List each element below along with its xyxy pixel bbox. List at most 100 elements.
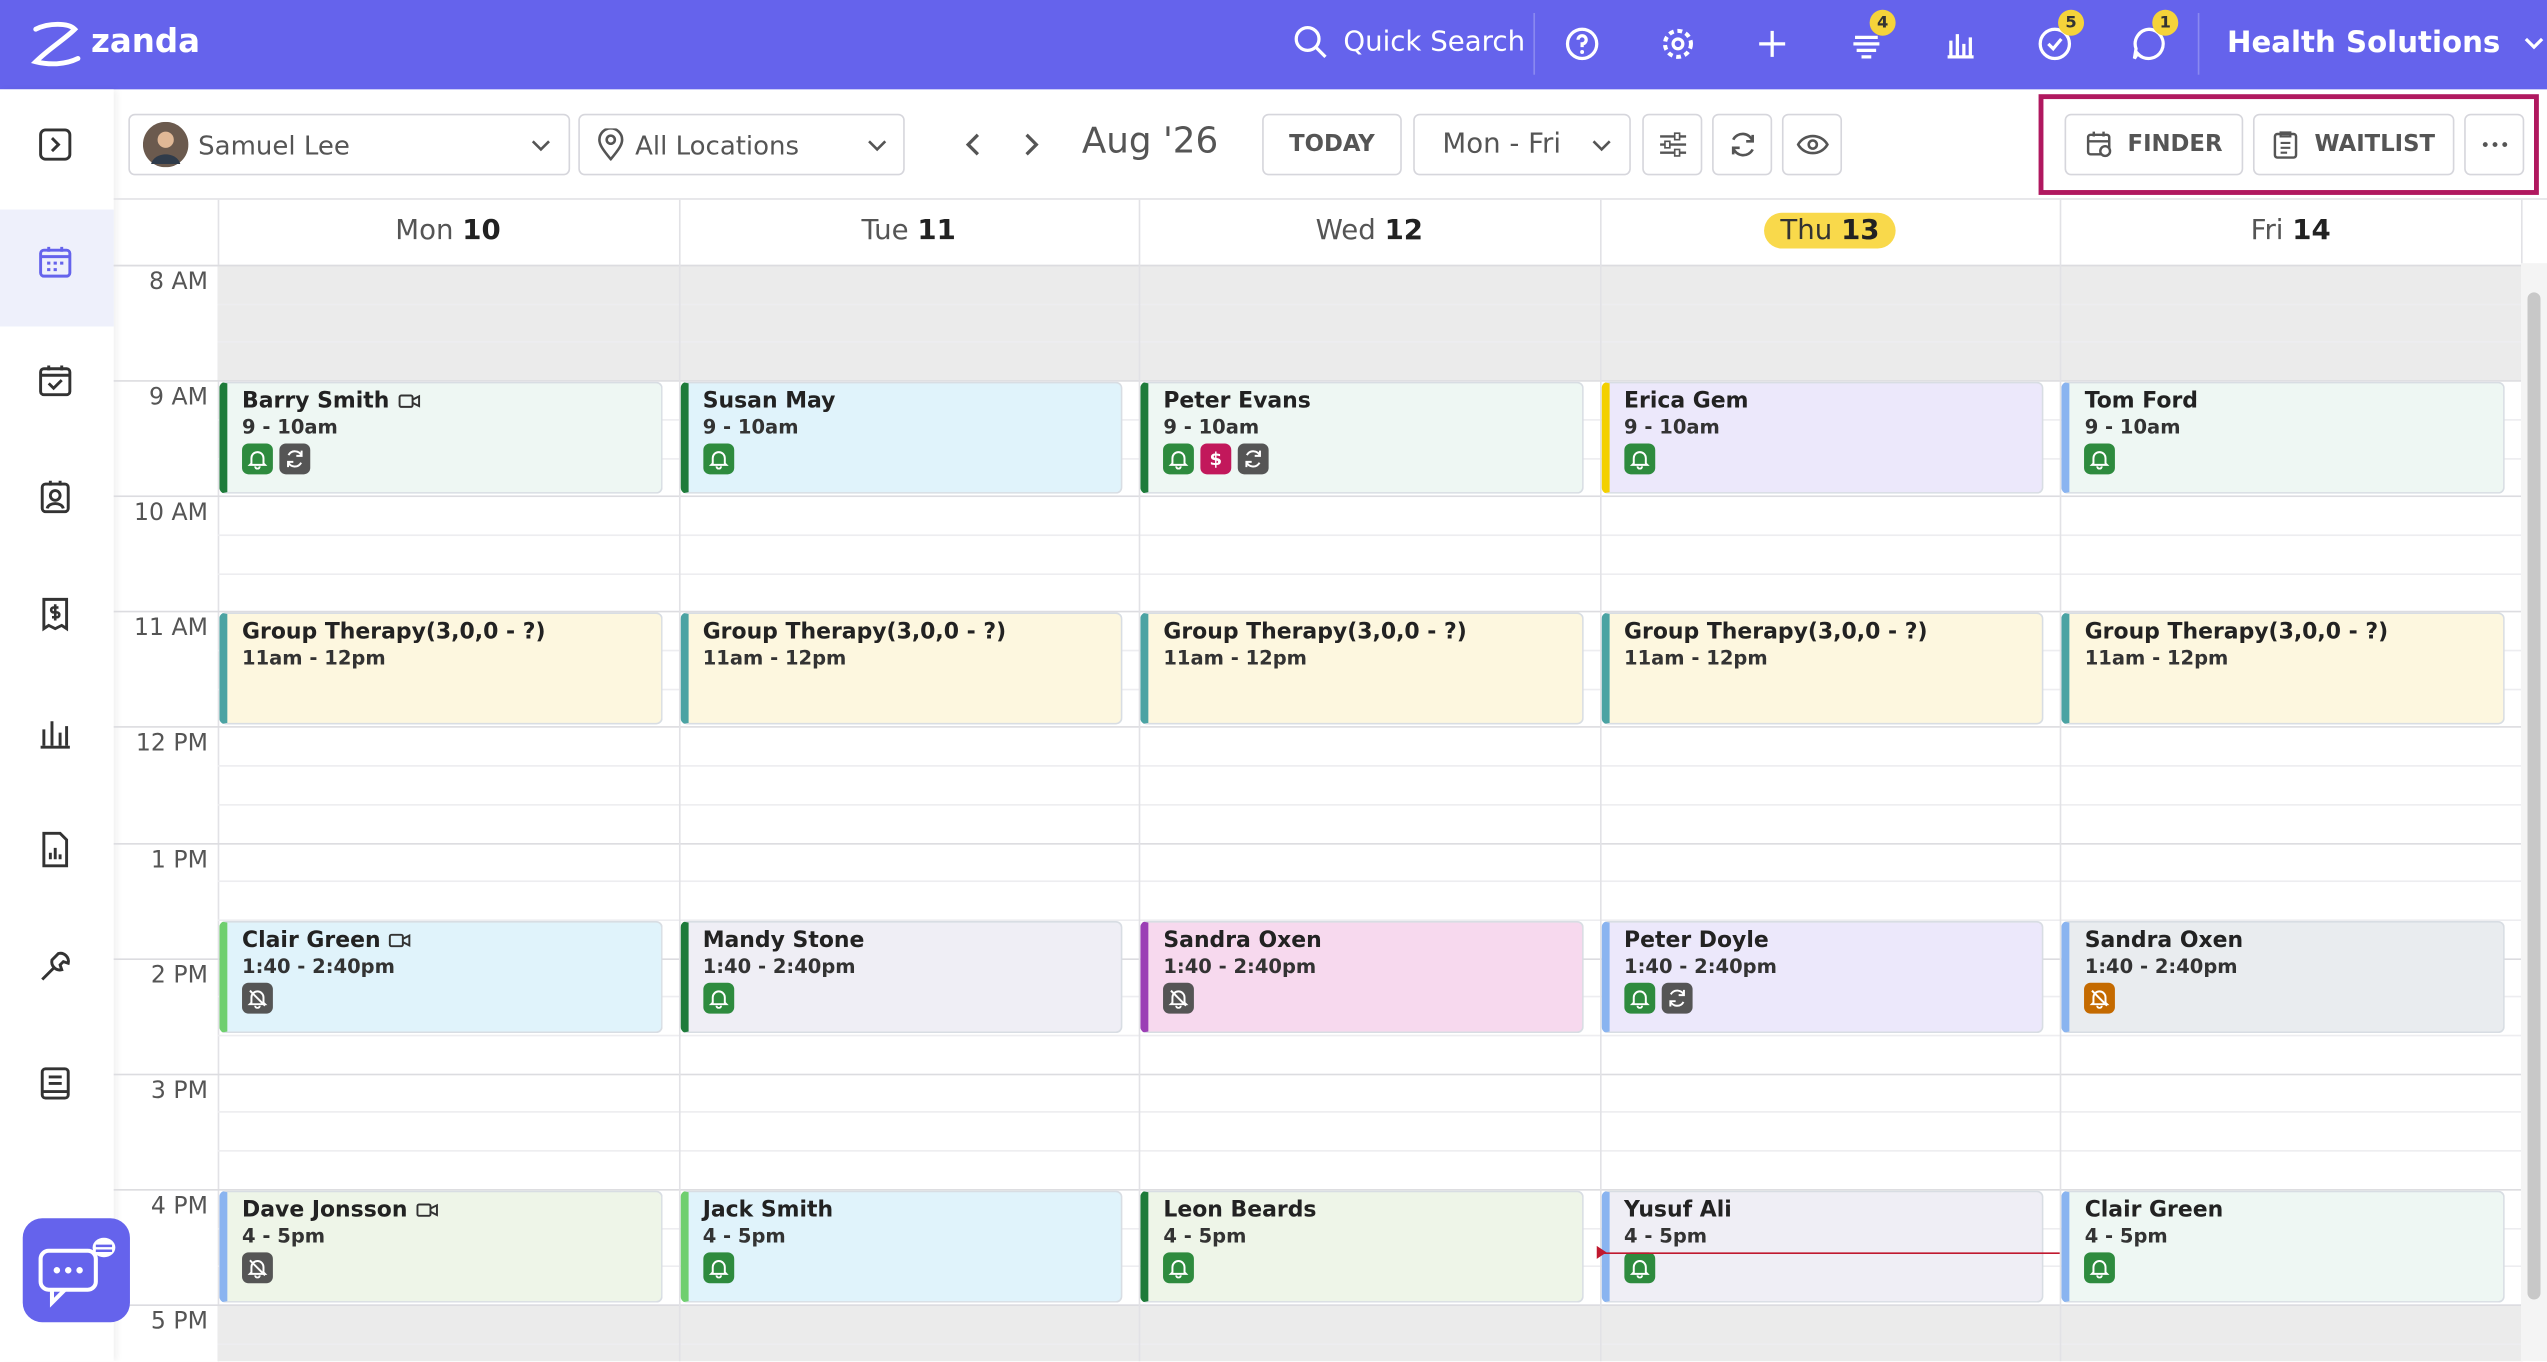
patient-name: Susan May (702, 388, 836, 415)
waitlist-button[interactable]: WAITLIST (2252, 113, 2455, 176)
now-line (1599, 1252, 2061, 1255)
search-label: Quick Search (1343, 25, 1526, 59)
nav-item[interactable] (36, 360, 75, 399)
appointment-name: Susan May (703, 388, 1121, 414)
hour-label: 2 PM (150, 962, 208, 989)
hour-line (113, 1188, 2522, 1191)
hour-line (113, 495, 2522, 498)
appointment[interactable]: Clair Green 4 - 5pm (2061, 1190, 2505, 1303)
date: 14 (2292, 214, 2331, 247)
appointment[interactable]: Peter Evans 9 - 10am $ (1140, 381, 1584, 495)
day-header: Wed 12 (1139, 213, 1600, 249)
appointment[interactable]: Group Therapy(3,0,0 - ?) 11am - 12pm (2061, 612, 2505, 726)
nav-item[interactable] (36, 477, 75, 516)
finder-button[interactable]: FINDER (2064, 113, 2244, 176)
status-icons: $ (1163, 443, 1581, 475)
nav-item[interactable] (36, 243, 75, 282)
appointment[interactable]: Mandy Stone 1:40 - 2:40pm (679, 920, 1123, 1034)
slot-line (217, 572, 2522, 575)
account-menu[interactable]: Health Solutions (2227, 26, 2546, 60)
appointment[interactable]: Barry Smith 9 - 10am (219, 381, 663, 495)
top-icon[interactable] (2131, 26, 2167, 62)
appointment[interactable]: Clair Green 1:40 - 2:40pm (219, 920, 663, 1034)
appointment[interactable]: Yusuf Ali 4 - 5pm (1601, 1190, 2045, 1303)
top-icon[interactable] (1849, 26, 1885, 62)
appointment-name: Jack Smith (703, 1197, 1121, 1223)
nav-item[interactable] (36, 125, 75, 164)
off-hours (217, 264, 2522, 381)
appointment[interactable]: Sandra Oxen 1:40 - 2:40pm (1140, 920, 1584, 1034)
status-icons (702, 1252, 1121, 1283)
appointment-name: Group Therapy(3,0,0 - ?) (703, 619, 1121, 645)
refresh-button[interactable] (1712, 113, 1773, 176)
appointment[interactable]: Erica Gem 9 - 10am (1601, 381, 2045, 495)
practitioner: Samuel Lee (198, 129, 350, 160)
hour-line (113, 1304, 2522, 1306)
hour-line (113, 726, 2522, 729)
appointment[interactable]: Group Therapy(3,0,0 - ?) 11am - 12pm (679, 612, 1123, 726)
nav-item[interactable] (36, 947, 75, 986)
appointment[interactable]: Group Therapy(3,0,0 - ?) 11am - 12pm (1140, 612, 1584, 726)
slot-line (217, 1342, 2522, 1345)
appointment[interactable]: Jack Smith 4 - 5pm (679, 1190, 1123, 1303)
next-button[interactable] (1017, 130, 1043, 159)
appointment-time: 9 - 10am (702, 415, 799, 439)
range: Mon - Fri (1442, 128, 1562, 161)
appointment[interactable]: Tom Ford 9 - 10am (2061, 381, 2505, 495)
appointment-name: Yusuf Ali (1624, 1197, 2042, 1223)
appointment-time: 1:40 - 2:40pm (1163, 954, 1317, 978)
appointment-name: Sandra Oxen (1163, 927, 1581, 953)
highlight-box (2038, 94, 2539, 195)
appointment[interactable]: Sandra Oxen 1:40 - 2:40pm (2061, 920, 2505, 1034)
appointment-time: 4 - 5pm (1624, 1224, 1708, 1248)
weekday: Thu (1780, 214, 1833, 247)
appointment[interactable]: Leon Beards 4 - 5pm (1140, 1190, 1584, 1303)
prev-button[interactable] (962, 130, 988, 159)
status-icon (1661, 982, 1693, 1014)
hour-line (113, 264, 2522, 267)
more-button[interactable] (2464, 113, 2525, 176)
filter-button[interactable] (1642, 113, 1703, 176)
practitioner-select[interactable]: Samuel Lee (128, 113, 571, 176)
patient-name: Clair Green (2084, 1196, 2224, 1223)
appointment[interactable]: Group Therapy(3,0,0 - ?) 11am - 12pm (1601, 612, 2045, 726)
appointment-time: 4 - 5pm (1163, 1224, 1247, 1248)
location-select[interactable]: All Locations (578, 113, 905, 176)
slot-line (217, 1034, 2522, 1037)
top-icon[interactable] (1564, 26, 1600, 62)
nav-item[interactable] (36, 1065, 75, 1104)
view-button[interactable] (1781, 113, 1843, 176)
appointment-name: Clair Green (2085, 1197, 2503, 1223)
range-select[interactable]: Mon - Fri (1413, 113, 1631, 176)
column-line (678, 199, 680, 1362)
status-icon (2084, 1252, 2116, 1283)
calendar: 8 AM 9 AM 10 AM 11 AM 12 PM 1 PM 2 PM 3 PM 4 PM 5… (113, 198, 2547, 1362)
status-icons (242, 443, 660, 475)
status-icons (1624, 1252, 2042, 1283)
appointment[interactable]: Group Therapy(3,0,0 - ?) 11am - 12pm (219, 612, 663, 726)
top-icon[interactable] (1943, 26, 1979, 62)
nav-item[interactable] (36, 830, 75, 869)
status-icon (242, 982, 273, 1014)
appointment-name: Mandy Stone (703, 927, 1121, 953)
patient-name: Clair Green (242, 927, 381, 954)
patient-name: Barry Smith (242, 388, 390, 415)
appointment[interactable]: Susan May 9 - 10am (679, 381, 1123, 495)
appointment-time: 11am - 12pm (242, 646, 386, 670)
top-icon[interactable] (1754, 26, 1790, 62)
date: 12 (1384, 214, 1424, 247)
waitlist-label: WAITLIST (2314, 131, 2436, 158)
appointment-time: 4 - 5pm (702, 1224, 786, 1248)
status-icons (2084, 982, 2503, 1014)
today-button[interactable]: TODAY (1262, 113, 1402, 176)
top-icon[interactable] (2037, 26, 2073, 62)
quick-search[interactable]: Quick Search (1293, 24, 1525, 60)
slot-line (217, 919, 2522, 921)
chat-bot[interactable] (22, 1218, 130, 1323)
nav-item[interactable] (36, 712, 75, 751)
status-icon (1624, 982, 1655, 1014)
nav-item[interactable] (36, 595, 75, 634)
appointment[interactable]: Dave Jonsson 4 - 5pm (219, 1190, 663, 1303)
appointment[interactable]: Peter Doyle 1:40 - 2:40pm (1601, 920, 2045, 1034)
top-icon[interactable] (1660, 26, 1696, 62)
